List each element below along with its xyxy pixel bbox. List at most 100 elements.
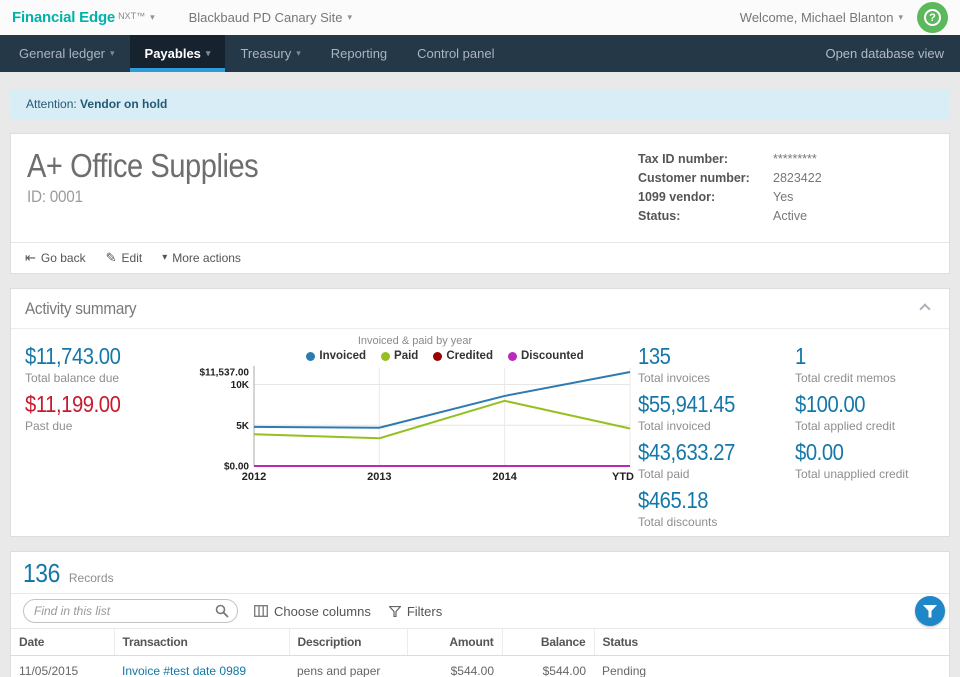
filters-label: Filters bbox=[406, 603, 443, 619]
cell-balance: $544.00 bbox=[502, 655, 594, 677]
more-actions-label: More actions bbox=[172, 251, 241, 265]
svg-text:YTD: YTD bbox=[612, 471, 634, 483]
choose-columns-button[interactable]: Choose columns bbox=[254, 604, 371, 619]
svg-text:2013: 2013 bbox=[367, 471, 391, 483]
active-tab-underline bbox=[129, 68, 226, 72]
stat-value: 135 bbox=[638, 343, 671, 369]
vendor-id: ID: 0001 bbox=[27, 187, 83, 206]
chevron-down-icon: ▾ bbox=[205, 48, 211, 58]
help-button[interactable]: ? bbox=[917, 2, 948, 33]
legend-dot bbox=[507, 351, 517, 361]
funnel-icon bbox=[923, 604, 937, 617]
chevron-down-icon: ▾ bbox=[162, 252, 168, 263]
svg-text:10K: 10K bbox=[231, 380, 250, 391]
records-header: 136 Records bbox=[11, 552, 949, 594]
column-header-date[interactable]: Date bbox=[11, 629, 115, 656]
stat-label: Total paid bbox=[638, 467, 690, 481]
nav-item-reporting[interactable]: Reporting bbox=[316, 35, 402, 72]
stat-total-discounts: $465.18 Total discounts bbox=[638, 487, 748, 530]
stat-label: Total invoices bbox=[638, 371, 711, 385]
status-line1: Pending bbox=[602, 664, 647, 677]
stat-label: Total discounts bbox=[638, 515, 718, 529]
stat-total-applied-credit: $100.00 Total applied credit bbox=[795, 391, 908, 434]
legend-label: Credited bbox=[446, 350, 493, 362]
stat-value: $100.00 bbox=[795, 391, 866, 417]
chevron-down-icon: ▾ bbox=[296, 48, 301, 58]
nav-label: Treasury bbox=[240, 46, 292, 61]
chevron-down-icon: ▾ bbox=[150, 12, 155, 22]
detail-value: Active bbox=[773, 209, 808, 223]
column-header-transaction[interactable]: Transaction bbox=[114, 629, 290, 656]
attention-banner: Attention: Vendor on hold bbox=[10, 89, 950, 119]
records-count-label: Records bbox=[68, 571, 114, 585]
search-input[interactable] bbox=[23, 599, 238, 623]
chevron-down-icon: ▾ bbox=[347, 12, 353, 22]
nav-label: Payables bbox=[144, 46, 201, 61]
column-header-description[interactable]: Description bbox=[289, 629, 408, 656]
nav-item-payables[interactable]: Payables ▾ bbox=[129, 35, 226, 72]
question-icon: ? bbox=[924, 9, 941, 26]
column-header-balance[interactable]: Balance bbox=[502, 629, 595, 656]
chevron-down-icon: ▾ bbox=[898, 12, 903, 22]
stat-total-unapplied-credit: $0.00 Total unapplied credit bbox=[795, 439, 908, 482]
legend-item-invoiced[interactable]: Invoiced bbox=[306, 350, 366, 362]
legend-item-paid[interactable]: Paid bbox=[381, 350, 418, 362]
stat-value: $43,633.27 bbox=[638, 439, 735, 465]
legend-label: Paid bbox=[394, 350, 419, 362]
nav-label: General ledger bbox=[19, 46, 105, 61]
legend-dot bbox=[381, 351, 391, 361]
legend-item-credited[interactable]: Credited bbox=[433, 350, 493, 362]
svg-text:2012: 2012 bbox=[242, 471, 266, 483]
open-database-view-link[interactable]: Open database view bbox=[813, 35, 956, 72]
column-header-status[interactable]: Status bbox=[594, 629, 949, 656]
column-header-amount[interactable]: Amount bbox=[407, 629, 503, 656]
vendor-head: A+ Office Supplies ID: 0001 Tax ID numbe… bbox=[11, 134, 949, 242]
svg-text:2014: 2014 bbox=[492, 471, 517, 483]
cell-status: Pending Due 12/05/2015 bbox=[594, 655, 949, 677]
legend-dot bbox=[433, 351, 443, 361]
brand-menu[interactable]: Financial Edge NXT™ ▾ bbox=[12, 9, 155, 26]
table-header-row: Date Transaction Description Amount Bala… bbox=[11, 629, 949, 656]
svg-text:5K: 5K bbox=[236, 421, 250, 432]
page-title: A+ Office Supplies bbox=[27, 147, 259, 184]
stat-value: $0.00 bbox=[795, 439, 844, 465]
topbar: Financial Edge NXT™ ▾ Blackbaud PD Canar… bbox=[0, 0, 960, 35]
filter-fab-button[interactable] bbox=[915, 596, 945, 626]
chevron-down-icon: ▾ bbox=[110, 48, 115, 58]
user-menu[interactable]: Welcome, Michael Blanton ▾ bbox=[740, 10, 903, 25]
stat-value: $11,743.00 bbox=[25, 343, 121, 369]
more-actions-button[interactable]: ▾ More actions bbox=[162, 248, 241, 268]
credit-stats: 1 Total credit memos $100.00 Total appli… bbox=[795, 343, 908, 487]
stat-total-invoiced: $55,941.45 Total invoiced bbox=[638, 391, 748, 434]
edit-button[interactable]: ✎ Edit bbox=[106, 248, 143, 268]
back-arrow-icon: ⇤ bbox=[25, 250, 36, 265]
detail-label: Customer number: bbox=[638, 171, 750, 185]
go-back-button[interactable]: ⇤ Go back bbox=[25, 248, 86, 268]
site-switcher[interactable]: Blackbaud PD Canary Site ▾ bbox=[189, 10, 352, 25]
nav-item-general-ledger[interactable]: General ledger ▾ bbox=[4, 35, 130, 72]
table-row[interactable]: 11/05/2015 Invoice #test date 0989 pens … bbox=[11, 655, 949, 677]
legend-label: Invoiced bbox=[319, 350, 367, 362]
legend-dot bbox=[306, 351, 316, 361]
stat-label: Past due bbox=[25, 419, 73, 433]
filters-button[interactable]: Filters bbox=[388, 603, 443, 619]
table-columns-icon bbox=[254, 605, 268, 617]
nav-item-control-panel[interactable]: Control panel bbox=[402, 35, 509, 72]
stat-past-due: $11,199.00 Past due bbox=[25, 391, 133, 434]
nav-item-treasury[interactable]: Treasury ▾ bbox=[225, 35, 315, 72]
balance-stats: $11,743.00 Total balance due $11,199.00 … bbox=[25, 343, 133, 439]
nav-right-label: Open database view bbox=[825, 46, 944, 61]
records-panel: 136 Records Choose columns bbox=[10, 551, 950, 677]
welcome-text: Welcome, Michael Blanton bbox=[739, 10, 894, 25]
choose-columns-label: Choose columns bbox=[274, 603, 371, 619]
vendor-panel: A+ Office Supplies ID: 0001 Tax ID numbe… bbox=[10, 133, 950, 274]
collapse-chevron-icon[interactable] bbox=[919, 303, 931, 315]
activity-chart: Invoiced & paid by year Invoiced Paid Cr… bbox=[194, 335, 636, 491]
brand-name: Financial Edge bbox=[12, 9, 116, 26]
activity-summary-header: Activity summary bbox=[11, 289, 949, 329]
legend-item-discounted[interactable]: Discounted bbox=[507, 350, 584, 362]
vendor-details: Tax ID number: ********* Customer number… bbox=[638, 150, 933, 226]
svg-text:$11,537.00: $11,537.00 bbox=[200, 368, 250, 379]
transaction-link[interactable]: Invoice #test date 0989 bbox=[122, 664, 247, 677]
